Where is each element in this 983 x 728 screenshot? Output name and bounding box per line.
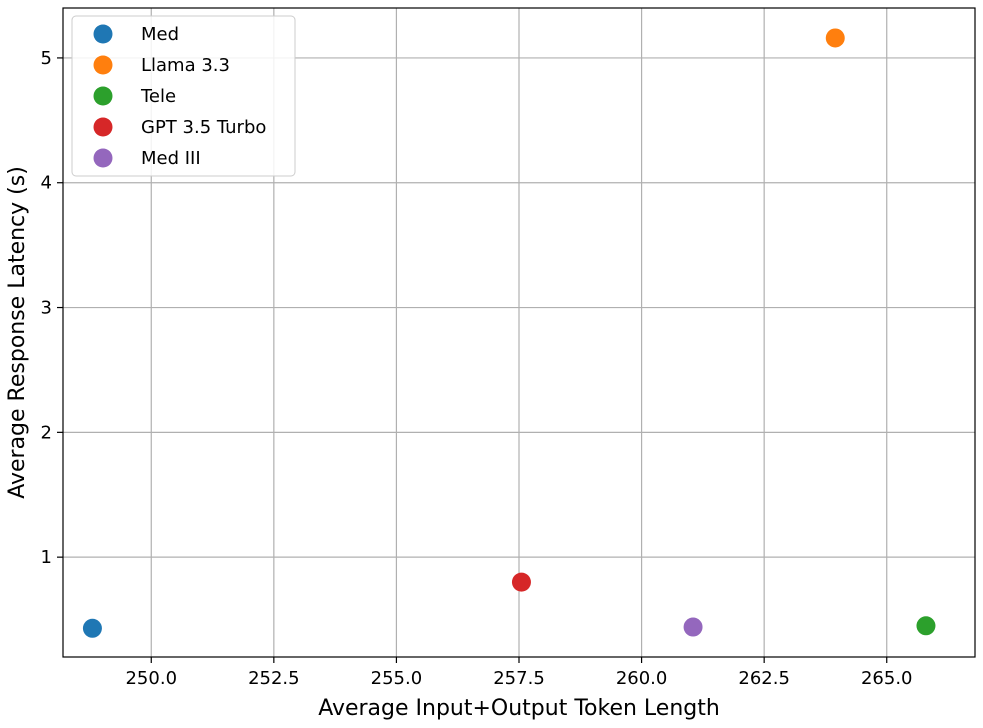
x-tick-label: 255.0 (371, 668, 423, 689)
x-tick-label: 257.5 (493, 668, 545, 689)
y-tick-label: 5 (41, 48, 52, 69)
legend-label: Med (141, 24, 179, 45)
y-tick-label: 1 (41, 547, 52, 568)
y-tick-label: 3 (41, 298, 52, 319)
legend-label: Med III (141, 148, 201, 169)
x-tick-label: 262.5 (738, 668, 790, 689)
y-tick-label: 4 (41, 173, 52, 194)
legend-marker (93, 86, 113, 106)
data-points (82, 28, 936, 638)
legend-items: Med Llama 3.3 Tele GPT 3.5 Turbo Med III (93, 24, 266, 169)
legend: Med Llama 3.3 Tele GPT 3.5 Turbo Med III (71, 15, 296, 177)
x-tick-label: 265.0 (861, 668, 913, 689)
x-tick-label: 252.5 (248, 668, 300, 689)
data-point (511, 572, 531, 592)
legend-marker (93, 24, 113, 44)
legend-label: GPT 3.5 Turbo (141, 117, 266, 138)
axis-ticks: 250.0 252.5 255.0 257.5 260.0 262.5 265.0 1 2 3 4 5 (41, 48, 913, 689)
x-axis-label: Average Input+Output Token Length (318, 696, 720, 721)
data-point (825, 28, 845, 48)
legend-marker (93, 148, 113, 168)
data-point (82, 618, 102, 638)
legend-marker (93, 55, 113, 75)
data-point (916, 616, 936, 636)
data-point (683, 617, 703, 637)
y-axis-label: Average Response Latency (s) (5, 166, 30, 499)
legend-marker (93, 117, 113, 137)
y-tick-label: 2 (41, 422, 52, 443)
x-tick-label: 250.0 (125, 668, 177, 689)
x-tick-label: 260.0 (616, 668, 668, 689)
legend-label: Tele (140, 86, 176, 107)
legend-label: Llama 3.3 (141, 55, 230, 76)
legend-box (71, 15, 296, 177)
